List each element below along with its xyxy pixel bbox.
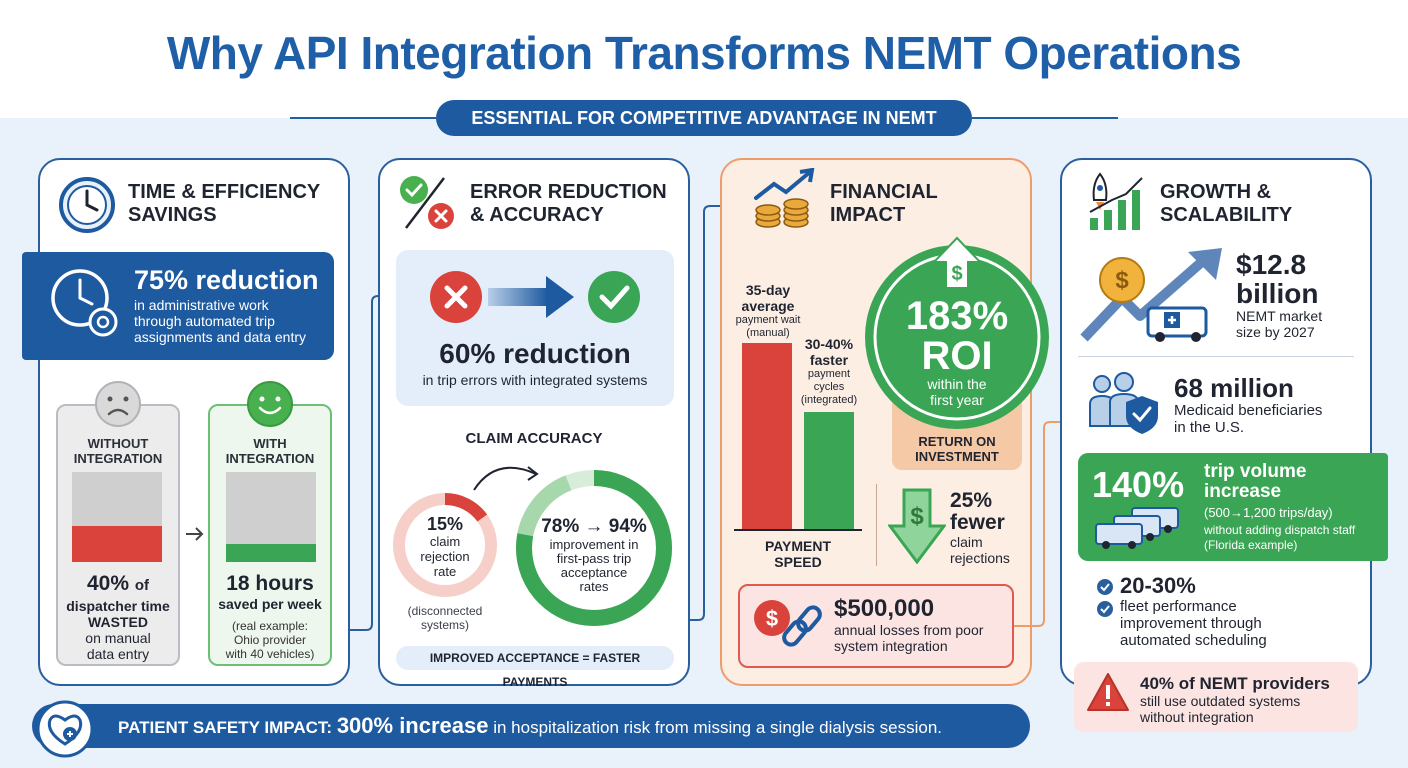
without-bar-fill (72, 526, 162, 562)
with-label: WITH INTEGRATION (225, 436, 315, 466)
trip-volume-stat: 140% (1092, 464, 1185, 505)
without-stat-block: 40% of dispatcher time WASTED on manual … (66, 572, 170, 662)
van-fleet-icon (1095, 507, 1179, 549)
roi-text: 183% ROI within the first year (905, 294, 1009, 408)
with-bar-track (226, 472, 316, 562)
patient-safety-text: PATIENT SAFETY IMPACT: 300% increase in … (118, 713, 943, 738)
rejection-text: 15% claim rejection rate (420, 514, 470, 579)
time-heading: TIME & EFFICIENCY SAVINGS (128, 181, 321, 226)
claim-accuracy-title: CLAIM ACCURACY (465, 430, 603, 447)
rejection-donut (393, 493, 497, 597)
bar2-caption: 30-40% faster payment cycles (integrated… (800, 336, 858, 406)
bar-baseline (734, 529, 862, 531)
check-list-icon (1097, 579, 1113, 617)
rocket-chart-icon (1089, 172, 1143, 230)
error-heading: ERROR REDUCTION & ACCURACY (470, 181, 667, 226)
dollar-van-icon: $ (1080, 248, 1222, 342)
payment-speed-label: PAYMENT SPEED (764, 538, 832, 570)
growth-heading: GROWTH & SCALABILITY (1160, 181, 1293, 226)
page-title: Why API Integration Transforms NEMT Oper… (166, 27, 1242, 79)
patient-safety-banner (32, 704, 1030, 748)
beneficiaries-text: 68 million Medicaid beneficiaries in the… (1174, 373, 1323, 436)
dollar-up-arrow-icon: $ (932, 236, 982, 289)
right-arrow-icon (186, 527, 204, 541)
outdated-systems-text: 40% of NEMT providers still use outdated… (1140, 674, 1330, 725)
error-footer: IMPROVED ACCEPTANCE = FASTER PAYMENTS (396, 646, 674, 689)
fewer-rejections-text: 25% fewer claim rejections (950, 489, 1010, 567)
losses-text: $500,000 annual losses from poor system … (834, 595, 984, 655)
bar1-caption: 35-day average payment wait (manual) (735, 282, 801, 339)
rejection-note: (disconnected systems) (407, 604, 483, 632)
svg-text:$: $ (951, 263, 962, 285)
acceptance-donut-from (516, 470, 672, 626)
subtitle-rule-right (972, 117, 1118, 119)
check-cross-icon (400, 176, 454, 229)
subtitle-banner: ESSENTIAL FOR COMPETITIVE ADVANTAGE IN N… (436, 100, 972, 136)
svg-text:$: $ (1115, 267, 1129, 294)
subtitle-rule-left (290, 117, 436, 119)
growth-divider (1078, 356, 1354, 357)
rejection-donut-value (393, 493, 497, 597)
sad-face-icon (95, 381, 141, 427)
svg-text:$: $ (910, 503, 924, 530)
roi-label: RETURN ON INVESTMENT (915, 434, 999, 464)
trip-volume-text: trip volume increase (500→1,200 trips/da… (1204, 461, 1356, 553)
error-stat-text: in trip errors with integrated systems (422, 372, 648, 388)
acceptance-text: 78% → 94% improvement in first-pass trip… (541, 516, 647, 594)
time-banner-text: 75% reduction in administrative work thr… (134, 265, 319, 345)
happy-face-icon (247, 381, 293, 427)
chart-coins-icon (754, 168, 815, 228)
error-stat: 60% reduction (439, 338, 631, 369)
dollar-broken-link-icon: $ (754, 600, 822, 647)
without-label: WITHOUT INTEGRATION (73, 436, 163, 466)
warning-icon (1087, 673, 1129, 711)
people-shield-icon (1089, 372, 1158, 434)
market-size-text: $12.8 billion NEMT market size by 2027 (1236, 249, 1323, 340)
with-bar-fill (226, 544, 316, 562)
without-bar-track (72, 472, 162, 562)
clock-icon (59, 177, 115, 233)
dollar-down-arrow-icon: $ (888, 488, 946, 564)
curved-arrow-icon (473, 466, 539, 491)
fleet-performance-text: 20-30% fleet performance improvement thr… (1120, 573, 1267, 650)
error-to-correct-icon (430, 271, 640, 323)
financial-divider (876, 484, 877, 566)
svg-text:$: $ (766, 606, 778, 631)
acceptance-donut (516, 470, 672, 626)
payment-bar-manual (742, 343, 792, 529)
payment-bar-integrated (804, 412, 854, 529)
heart-shield-icon (36, 700, 94, 758)
clock-gear-icon (51, 269, 118, 337)
with-stat-block: 18 hours saved per week (real example: O… (218, 572, 322, 661)
financial-heading: FINANCIAL IMPACT (830, 181, 938, 226)
